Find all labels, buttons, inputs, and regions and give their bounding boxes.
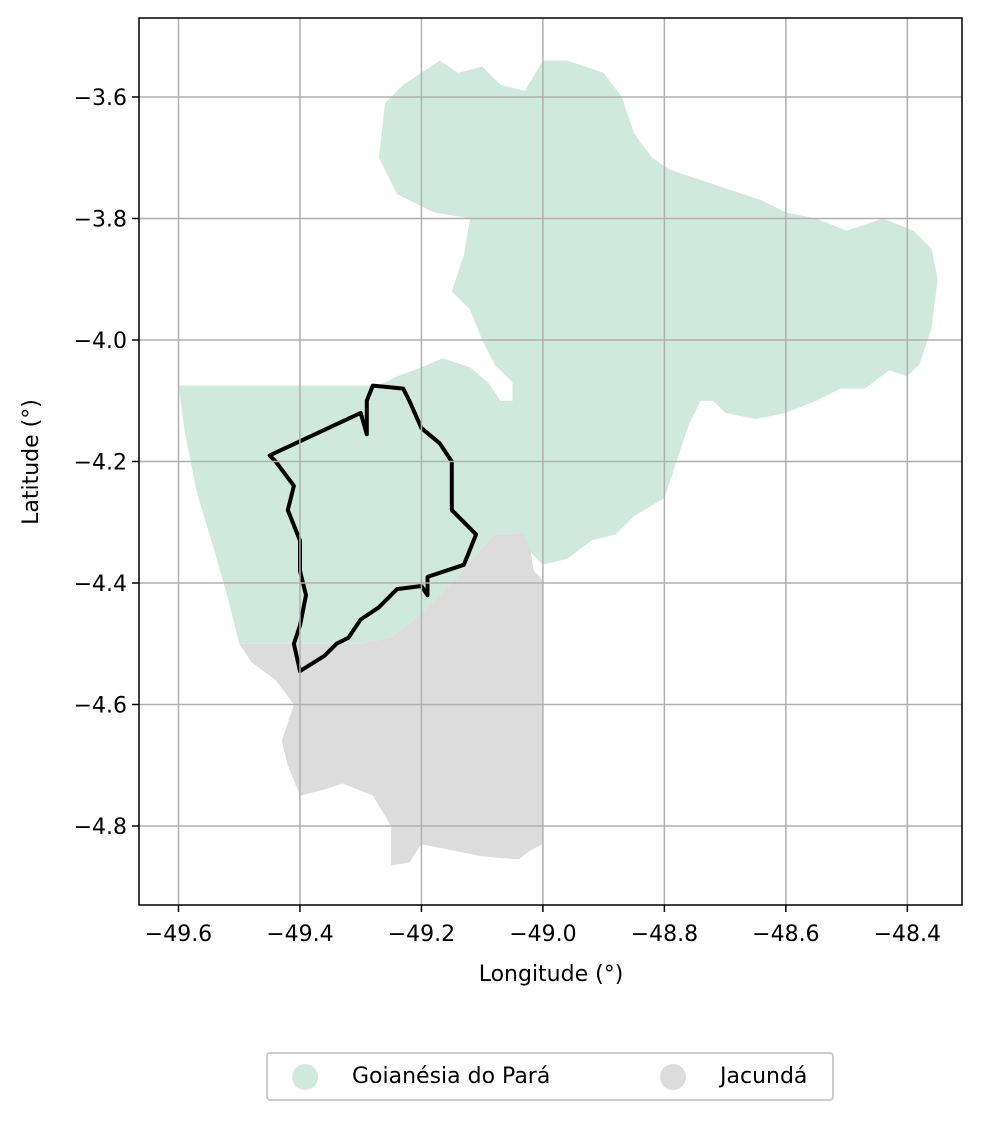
y-tick-label: −4.2 [74,451,127,476]
x-tick-label: −49.2 [388,922,455,947]
y-tick-label: −4.0 [74,329,127,354]
x-tick-label: −48.6 [752,922,819,947]
regions-layer [178,60,938,866]
x-tick-label: −48.8 [631,922,698,947]
y-axis-title: Latitude (°) [19,399,44,525]
y-tick-label: −3.8 [74,207,127,232]
legend-label-goianesia: Goianésia do Pará [352,1064,551,1089]
x-tick-label: −49.4 [266,922,333,947]
y-tick-label: −4.4 [74,572,127,597]
y-tick-label: −4.8 [74,815,127,840]
legend-label-jacunda: Jacundá [720,1064,808,1089]
region-jacunda [239,534,543,866]
legend-marker-goianesia [292,1063,318,1090]
x-axis-title: Longitude (°) [479,962,624,987]
legend: Goianésia do Pará Jacundá [266,1052,834,1101]
y-tick-label: −3.6 [74,86,127,111]
x-tick-label: −48.4 [874,922,941,947]
legend-item-goianesia: Goianésia do Pará [292,1054,550,1099]
y-axis-ticks: −3.6 −3.8 −4.0 −4.2 −4.4 −4.6 −4.8 [74,86,139,840]
gridlines [139,18,962,905]
y-tick-label: −4.6 [74,694,127,719]
overlay-layer [267,383,479,674]
region-goianesia-do-para [178,60,938,644]
legend-marker-jacunda [660,1063,686,1090]
overlay-boundary [267,383,479,674]
x-tick-label: −49.6 [145,922,212,947]
x-tick-label: −49.0 [509,922,576,947]
x-axis-ticks: −49.6 −49.4 −49.2 −49.0 −48.8 −48.6 −48.4 [145,905,941,947]
legend-item-jacunda: Jacundá [660,1054,807,1099]
